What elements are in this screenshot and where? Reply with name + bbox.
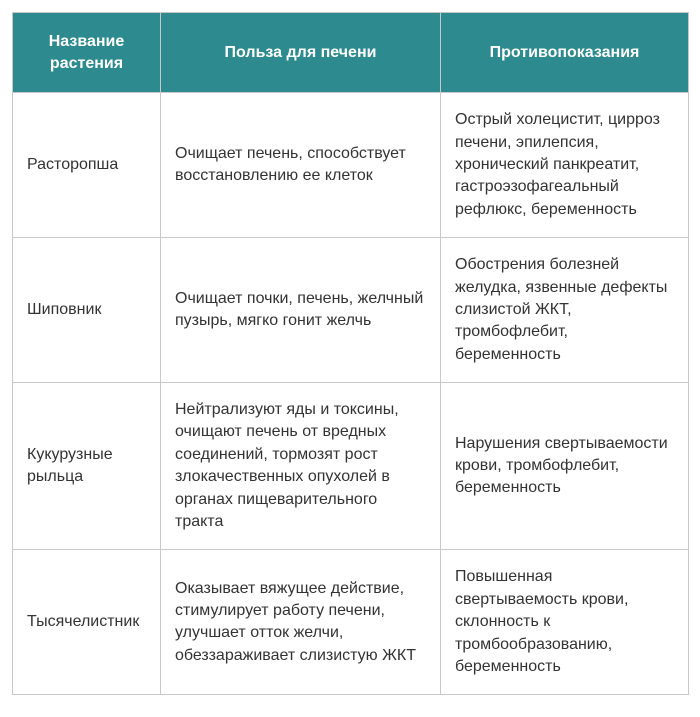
cell-contra: Обострения болезней желудка, язвенные де… xyxy=(441,238,689,383)
cell-name: Шиповник xyxy=(13,238,161,383)
cell-benefit: Очищает почки, печень, желчный пузырь, м… xyxy=(161,238,441,383)
cell-contra: Острый холецистит, цирроз печени, эпилеп… xyxy=(441,93,689,238)
plants-table: Название растения Польза для печени Прот… xyxy=(12,12,689,695)
cell-benefit: Очищает печень, способствует восстановле… xyxy=(161,93,441,238)
cell-name: Тысячелистник xyxy=(13,550,161,695)
table-row: Шиповник Очищает почки, печень, желчный … xyxy=(13,238,689,383)
cell-contra: Нарушения свертываемости крови, тромбофл… xyxy=(441,383,689,550)
table-header-row: Название растения Польза для печени Прот… xyxy=(13,13,689,93)
table-row: Тысячелистник Оказывает вяжущее действие… xyxy=(13,550,689,695)
col-header-name: Название растения xyxy=(13,13,161,93)
table-row: Кукурузные рыльца Нейтрализуют яды и ток… xyxy=(13,383,689,550)
col-header-benefit: Польза для печени xyxy=(161,13,441,93)
cell-benefit: Нейтрализуют яды и токсины, очищают пече… xyxy=(161,383,441,550)
cell-benefit: Оказывает вяжущее действие, стимулирует … xyxy=(161,550,441,695)
cell-contra: Повышенная свертываемость крови, склонно… xyxy=(441,550,689,695)
cell-name: Кукурузные рыльца xyxy=(13,383,161,550)
cell-name: Расторопша xyxy=(13,93,161,238)
table-row: Расторопша Очищает печень, способствует … xyxy=(13,93,689,238)
col-header-contra: Противопоказания xyxy=(441,13,689,93)
